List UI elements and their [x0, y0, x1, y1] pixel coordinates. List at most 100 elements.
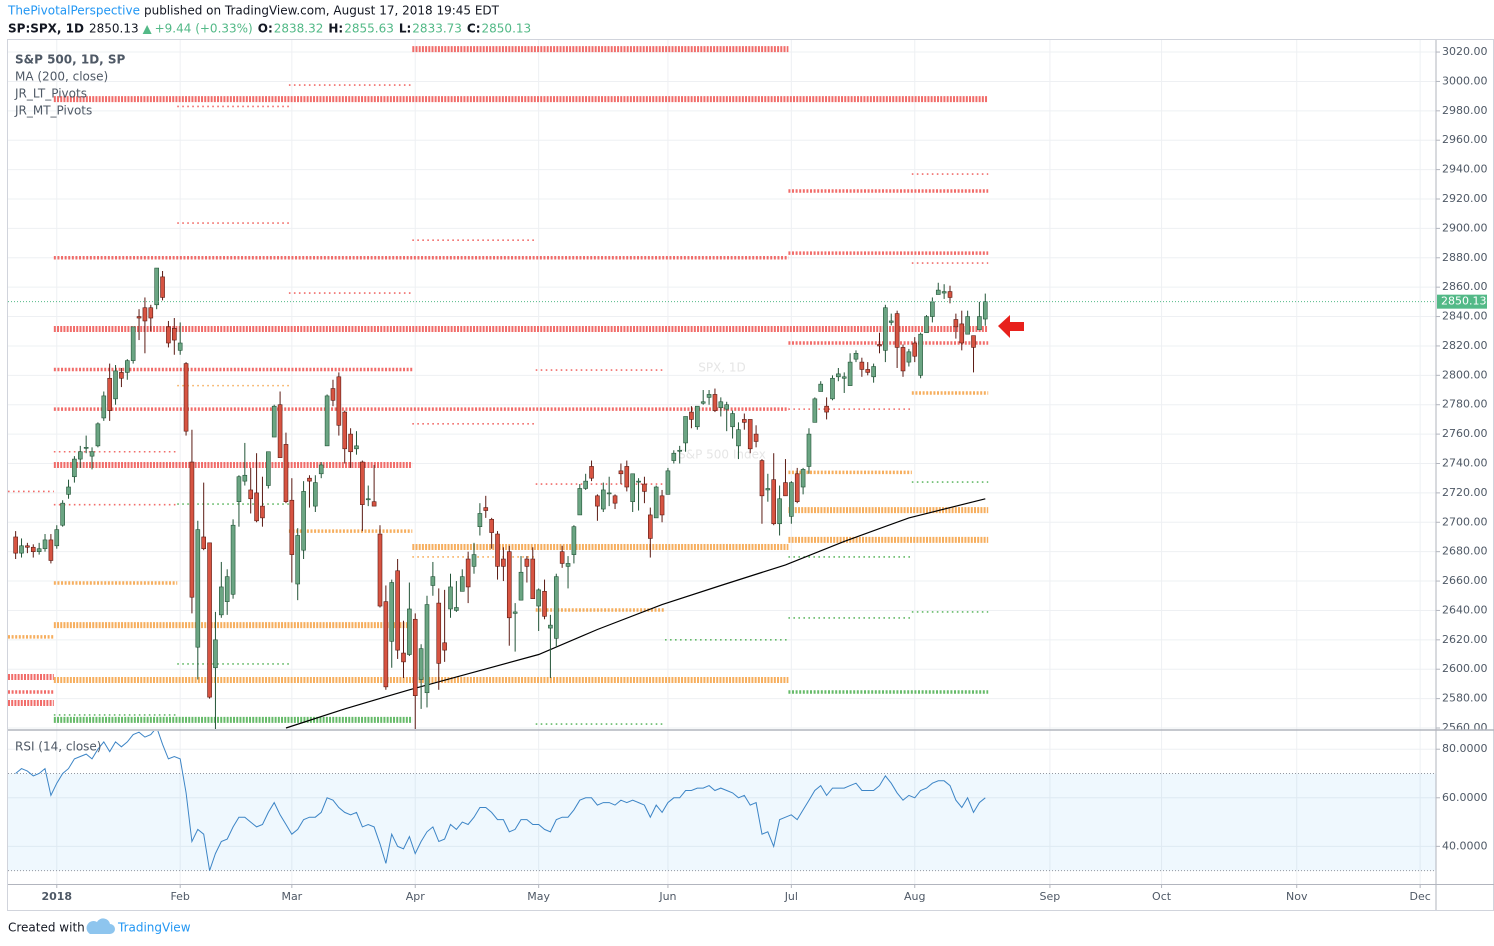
y-tick-label: 2920.00 — [1442, 192, 1488, 205]
quote-text: 2850.13 — [89, 22, 139, 36]
candle-body — [377, 533, 383, 607]
candle-body — [42, 539, 48, 550]
author-link[interactable]: ThePivotalPerspective — [7, 4, 140, 18]
candle-body — [530, 558, 536, 599]
candle-body — [459, 576, 465, 592]
candle-body — [883, 307, 888, 351]
candle-body — [412, 618, 418, 696]
y-tick-label: 2880.00 — [1442, 251, 1488, 264]
candle-body — [982, 301, 988, 320]
quote-text: C: — [467, 22, 481, 36]
candle-body — [953, 319, 959, 328]
x-tick-label: Jun — [658, 890, 676, 903]
candle-body — [495, 533, 500, 567]
candle-body — [959, 323, 965, 344]
candle-body — [706, 394, 712, 398]
candle-body — [30, 546, 36, 552]
candle-body — [389, 582, 395, 642]
candle-body — [89, 451, 95, 457]
watermark: SPX, 1D S&P 500 Index — [678, 361, 766, 462]
candle-body — [877, 344, 882, 347]
candle-body — [107, 377, 112, 411]
legend-entry: JR_MT_Pivots — [14, 104, 92, 118]
quote-text: SP:SPX, 1D — [8, 22, 84, 36]
candle-body — [636, 480, 641, 483]
candle-body — [806, 433, 812, 467]
y-tick-label: 2680.00 — [1442, 545, 1488, 558]
candle-body — [665, 470, 671, 495]
candle-body — [965, 316, 970, 335]
candle-body — [183, 363, 189, 432]
tradingview-logo[interactable]: TradingView — [86, 918, 191, 935]
candle-body — [553, 576, 559, 639]
candle-body — [48, 539, 54, 561]
y-tick-label: 2660.00 — [1442, 574, 1488, 587]
candle-body — [888, 320, 894, 323]
candle-body — [166, 326, 171, 344]
candle-body — [747, 419, 753, 450]
candle-body — [648, 514, 653, 539]
quote-text: 2833.73 — [412, 22, 462, 36]
candle-body — [542, 591, 547, 617]
y-tick-label: 2960.00 — [1442, 133, 1488, 146]
candle-body — [371, 501, 377, 507]
candle-body — [83, 447, 89, 449]
candle-body — [718, 401, 724, 408]
candle-body — [589, 466, 594, 479]
last-price-box — [1437, 294, 1487, 309]
candle-body — [606, 492, 612, 495]
candle-body — [236, 476, 242, 503]
candle-body — [583, 480, 588, 489]
x-tick-label: May — [527, 890, 550, 903]
candle-body — [424, 604, 430, 694]
candle-body — [113, 370, 118, 400]
candle-body — [77, 451, 83, 460]
candle-body — [677, 449, 682, 452]
y-tick-label: 2860.00 — [1442, 280, 1488, 293]
candle-body — [624, 466, 630, 488]
y-tick-label: 2620.00 — [1442, 633, 1488, 646]
candle-body — [941, 291, 947, 294]
candle-body — [242, 474, 248, 482]
footer-brand[interactable]: TradingView — [117, 921, 191, 935]
candle-body — [518, 571, 524, 601]
candle-body — [800, 469, 806, 488]
candle-body — [201, 536, 206, 550]
rsi-line — [15, 731, 986, 871]
y-tick-label: 2900.00 — [1442, 221, 1488, 234]
rsi-pane — [8, 731, 1436, 872]
candle-body — [777, 498, 782, 525]
candle-body — [383, 601, 389, 688]
watermark-text: SPX, 1D — [698, 361, 746, 375]
candle-body — [477, 513, 483, 527]
candle-body — [160, 276, 165, 298]
candle-body — [771, 479, 777, 525]
footer-created: Created with — [8, 921, 85, 935]
candle-body — [847, 361, 853, 386]
rsi-title: RSI (14, close) — [15, 740, 101, 754]
candle-body — [865, 369, 871, 373]
candle-body — [101, 395, 107, 419]
legend-title: S&P 500, 1D, SP — [15, 53, 126, 67]
candle-body — [971, 335, 976, 348]
candle-body — [277, 404, 283, 458]
candle-body — [177, 342, 183, 351]
candle-body — [66, 486, 71, 495]
candle-body — [430, 576, 436, 586]
candle-body — [683, 416, 688, 444]
candle-body — [506, 551, 512, 619]
candle-body — [189, 461, 195, 598]
grid — [8, 40, 1436, 884]
candle-body — [912, 342, 918, 357]
quote-text: 2838.32 — [274, 22, 324, 36]
candle-body — [224, 576, 230, 602]
x-tick-label: Feb — [170, 890, 189, 903]
candle-body — [301, 491, 306, 551]
candle-body — [900, 347, 906, 372]
quote-text: 2850.13 — [482, 22, 532, 36]
candle-body — [818, 383, 824, 392]
candle-body — [95, 423, 101, 447]
quote-text: L: — [399, 22, 411, 36]
candle-body — [871, 366, 876, 378]
